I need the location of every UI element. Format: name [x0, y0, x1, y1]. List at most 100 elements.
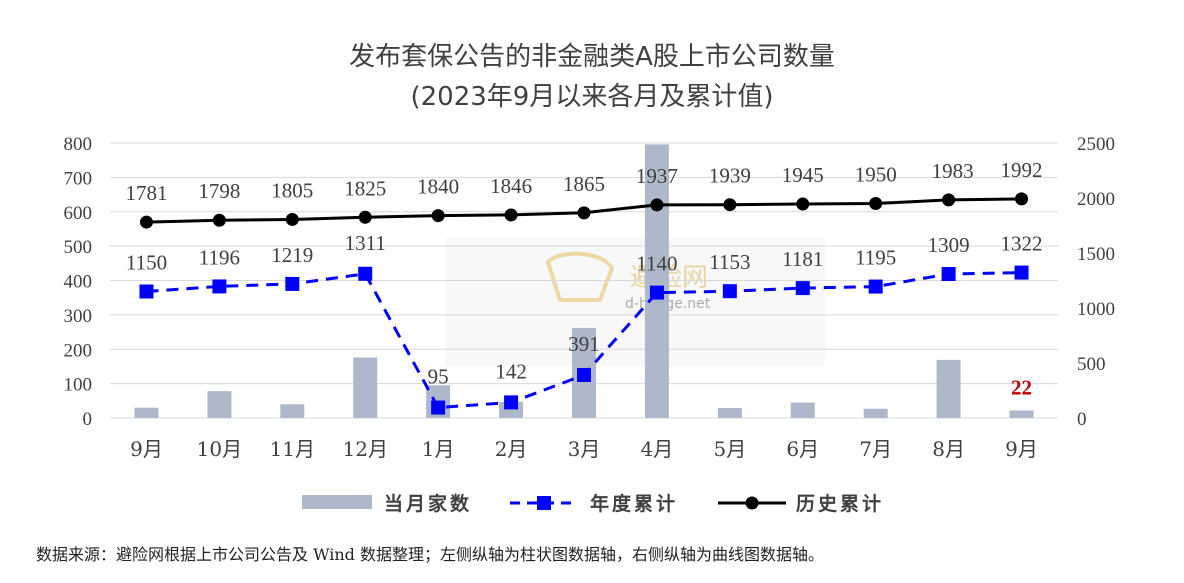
legend-label: 历史累计 — [796, 493, 884, 515]
bar — [790, 402, 815, 418]
historical-cumulative-marker — [869, 197, 883, 210]
left-axis-tick: 200 — [64, 340, 93, 361]
annual-cumulative-marker — [649, 285, 664, 300]
historical-value-label: 1865 — [563, 172, 605, 196]
historical-cumulative-marker — [650, 198, 664, 212]
annual-cumulative-marker — [358, 266, 373, 281]
x-axis-tick: 9月 — [1005, 437, 1038, 461]
legend: 当月家数 年度累计 历史累计 — [302, 492, 884, 515]
annual-value-label: 391 — [568, 332, 600, 356]
annual-cumulative-marker — [212, 279, 227, 294]
annual-cumulative-marker — [577, 367, 591, 382]
bar — [863, 408, 888, 418]
x-axis-tick: 10月 — [197, 437, 242, 461]
historical-value-label: 1945 — [782, 163, 824, 187]
bar — [134, 407, 159, 418]
annual-value-label: 1140 — [636, 252, 677, 276]
annual-cumulative-marker — [431, 400, 446, 415]
historical-value-label: 1798 — [198, 179, 240, 203]
historical-value-label: 1805 — [271, 178, 313, 202]
annual-value-label: 1153 — [709, 250, 750, 274]
right-axis-tick: 2000 — [1077, 189, 1115, 210]
annual-value-label: 1196 — [199, 245, 240, 269]
highlight-bar-label: 22 — [1011, 375, 1032, 399]
annual-value-label: 1219 — [271, 243, 313, 267]
historical-cumulative-marker — [358, 210, 372, 224]
bar — [717, 408, 742, 418]
watermark-text: 避险网 — [630, 263, 708, 293]
left-axis-tick: 0 — [83, 409, 93, 430]
historical-value-label: 1992 — [1001, 158, 1043, 182]
left-axis-tick: 600 — [64, 203, 93, 224]
annual-value-label: 1195 — [855, 246, 896, 270]
chart-area: 避险网d-hedge.net 1781179818051825184018461… — [64, 134, 1116, 515]
right-axis-tick: 2500 — [1077, 134, 1115, 155]
annual-cumulative-marker — [1014, 265, 1029, 280]
annual-cumulative-marker — [941, 267, 956, 282]
historical-cumulative-marker — [431, 209, 445, 223]
line-series — [139, 192, 1029, 415]
x-axis-tick: 1月 — [422, 437, 455, 461]
right-axis-tick: 0 — [1077, 409, 1087, 430]
x-axis-tick: 3月 — [568, 437, 601, 461]
chart-subtitle: (2023年9月以来各月及累计值) — [410, 82, 774, 112]
historical-cumulative-marker — [796, 197, 810, 211]
annual-value-label: 95 — [428, 365, 449, 389]
legend-label: 当月家数 — [384, 492, 472, 515]
historical-cumulative-marker — [139, 215, 153, 229]
historical-cumulative-marker — [285, 212, 299, 226]
historical-value-label: 1840 — [417, 175, 459, 199]
legend-bar-swatch — [302, 495, 372, 509]
annual-cumulative-marker — [139, 284, 154, 299]
annual-value-label: 1311 — [345, 231, 386, 255]
historical-value-label: 1983 — [932, 159, 974, 183]
x-axis-tick: 11月 — [270, 437, 315, 461]
historical-cumulative-marker — [723, 198, 737, 212]
historical-value-label: 1781 — [125, 181, 167, 205]
gridlines — [110, 142, 1058, 419]
data-labels: 1781 1798 1805 1825 1840 1846 1865 1937 1939 1945… — [125, 158, 1042, 400]
legend-label: 年度累计 — [590, 492, 678, 515]
legend-circle-marker — [745, 496, 759, 510]
historical-value-label: 1846 — [490, 174, 532, 198]
historical-value-label: 1939 — [709, 164, 751, 188]
watermark-logo: 避险网d-hedge.net — [445, 238, 825, 366]
axis-ticks: 0 100 200 300 400 500 600 700 800 0 500 1000 1500 200… — [64, 134, 1116, 461]
annual-cumulative-marker — [285, 276, 300, 291]
historical-cumulative-marker — [212, 213, 226, 227]
historical-value-label: 1825 — [344, 176, 386, 200]
x-axis-tick: 12月 — [343, 437, 388, 461]
x-axis-tick: 9月 — [130, 437, 163, 461]
x-axis-tick: 8月 — [932, 437, 965, 461]
bar — [280, 404, 305, 418]
bar — [644, 144, 669, 418]
left-axis-tick: 500 — [64, 237, 93, 258]
historical-cumulative-marker — [504, 208, 518, 222]
annual-value-label: 1150 — [126, 251, 167, 275]
x-axis-tick: 6月 — [786, 437, 819, 461]
bar — [207, 391, 232, 418]
historical-cumulative-marker — [1015, 192, 1029, 206]
right-axis-tick: 1000 — [1077, 299, 1115, 320]
legend-square-marker — [537, 496, 551, 510]
annual-value-label: 1181 — [782, 247, 823, 271]
historical-cumulative-marker — [942, 193, 956, 207]
annual-cumulative-marker — [722, 284, 737, 299]
annual-cumulative-marker — [868, 279, 883, 294]
bar — [1009, 410, 1034, 418]
chart-title: 发布套保公告的非金融类A股上市公司数量 — [349, 42, 835, 72]
historical-cumulative-marker — [577, 206, 591, 220]
bar — [353, 357, 378, 418]
right-axis-tick: 500 — [1077, 354, 1106, 375]
historical-value-label: 1937 — [636, 164, 678, 188]
historical-value-label: 1950 — [855, 163, 897, 187]
left-axis-tick: 700 — [64, 168, 93, 189]
watermark-box — [445, 238, 825, 366]
x-axis-tick: 4月 — [641, 437, 674, 461]
x-axis-tick: 5月 — [713, 437, 746, 461]
right-axis-tick: 1500 — [1077, 244, 1115, 265]
left-axis-tick: 300 — [64, 306, 93, 327]
left-axis-tick: 800 — [64, 134, 93, 155]
x-axis-tick: 2月 — [495, 437, 528, 461]
left-axis-tick: 100 — [64, 375, 93, 396]
